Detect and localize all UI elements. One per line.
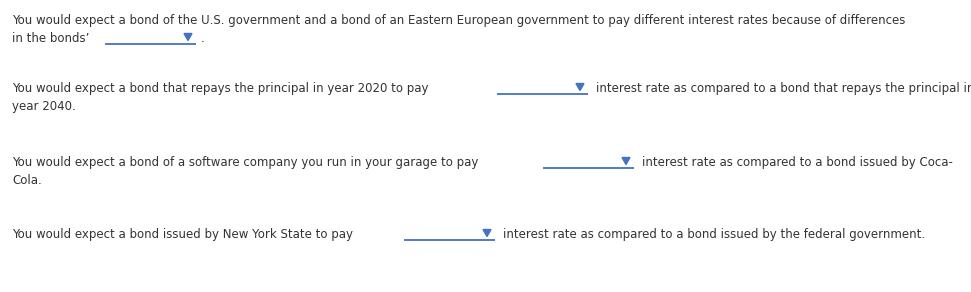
Text: year 2040.: year 2040. bbox=[12, 100, 76, 113]
Polygon shape bbox=[483, 230, 491, 237]
Text: Cola.: Cola. bbox=[12, 174, 42, 187]
Text: interest rate as compared to a bond issued by the federal government.: interest rate as compared to a bond issu… bbox=[503, 228, 925, 241]
Polygon shape bbox=[184, 34, 192, 41]
Text: You would expect a bond issued by New York State to pay: You would expect a bond issued by New Yo… bbox=[12, 228, 353, 241]
Text: interest rate as compared to a bond that repays the principal in: interest rate as compared to a bond that… bbox=[596, 82, 971, 95]
Text: in the bonds’: in the bonds’ bbox=[12, 32, 89, 45]
Text: You would expect a bond of the U.S. government and a bond of an Eastern European: You would expect a bond of the U.S. gove… bbox=[12, 14, 905, 27]
Text: interest rate as compared to a bond issued by Coca-: interest rate as compared to a bond issu… bbox=[642, 156, 953, 169]
Polygon shape bbox=[576, 84, 584, 91]
Text: .: . bbox=[201, 32, 205, 45]
Text: You would expect a bond that repays the principal in year 2020 to pay: You would expect a bond that repays the … bbox=[12, 82, 428, 95]
Polygon shape bbox=[622, 157, 630, 164]
Text: You would expect a bond of a software company you run in your garage to pay: You would expect a bond of a software co… bbox=[12, 156, 479, 169]
